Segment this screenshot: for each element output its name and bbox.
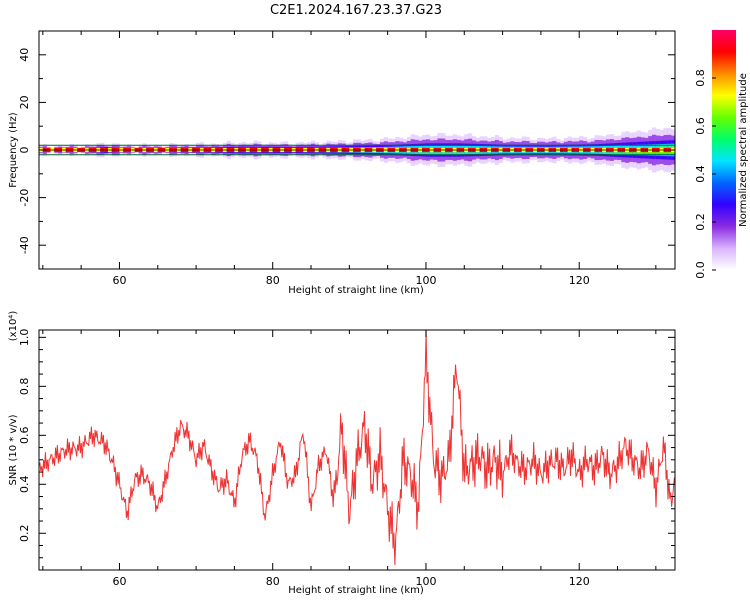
snr-panel: 60 80 100 120 0.2 0.4 0.6 0.8 1.0 Height of str…	[8, 311, 676, 596]
y-tick-label: 0.8	[18, 378, 31, 396]
colorbar: 0.0 0.2 0.4 0.6 0.8 Normalized spectral ampl…	[694, 30, 749, 279]
snr-y-multiplier: (x10⁴)	[8, 311, 19, 342]
x-tick-label: 120	[569, 575, 590, 588]
snr-x-ticks: 60 80 100 120	[42, 330, 657, 588]
y-tick-label: 1.0	[18, 329, 31, 347]
spectrogram-y-ticks: -40 -20 0 20 40	[18, 30, 675, 270]
colorbar-tick-label: 0.4	[694, 165, 707, 183]
x-tick-label: 120	[569, 274, 590, 287]
spectrogram-panel: 60 80 100 120 -40 -20 0 20 40 Height of straigh…	[8, 30, 676, 296]
colorbar-tick-label: 0.6	[694, 117, 707, 135]
x-tick-label: 80	[266, 274, 280, 287]
colorbar-tick-label: 0.2	[694, 213, 707, 231]
x-tick-label: 100	[415, 274, 436, 287]
snr-x-label: Height of straight line (km)	[288, 585, 424, 596]
spectrogram-x-ticks: 60 80 100 120	[42, 31, 657, 287]
y-tick-label: 0.4	[18, 476, 31, 494]
snr-series-line	[39, 330, 675, 566]
colorbar-tick-label: 0.0	[694, 261, 707, 279]
x-tick-label: 60	[112, 575, 126, 588]
reference-lines	[39, 144, 675, 156]
y-tick-label: -20	[18, 189, 31, 207]
y-tick-label: 20	[18, 95, 31, 109]
y-tick-label: 0	[18, 147, 31, 154]
snr-frame	[38, 329, 676, 571]
y-tick-label: 0.6	[18, 427, 31, 445]
colorbar-gradient	[712, 30, 736, 270]
x-tick-label: 100	[415, 575, 436, 588]
x-tick-label: 60	[112, 274, 126, 287]
x-tick-label: 80	[266, 575, 280, 588]
spectrogram-x-label: Height of straight line (km)	[288, 285, 424, 296]
snr-y-label: SNR (10 * v/v)	[8, 414, 19, 485]
y-tick-label: 40	[18, 48, 31, 62]
y-tick-label: -40	[18, 236, 31, 254]
colorbar-label: Normalized spectral amplitude	[738, 73, 749, 227]
colorbar-tick-label: 0.8	[694, 69, 707, 87]
spectrogram-y-label: Frequency (Hz)	[8, 112, 19, 188]
snr-y-ticks: 0.2 0.4 0.6 0.8 1.0	[18, 329, 675, 571]
y-tick-label: 0.2	[18, 525, 31, 543]
figure-title: C2E1.2024.167.23.37.G23	[270, 3, 442, 18]
colorbar-ticks: 0.0 0.2 0.4 0.6 0.8	[694, 69, 716, 279]
